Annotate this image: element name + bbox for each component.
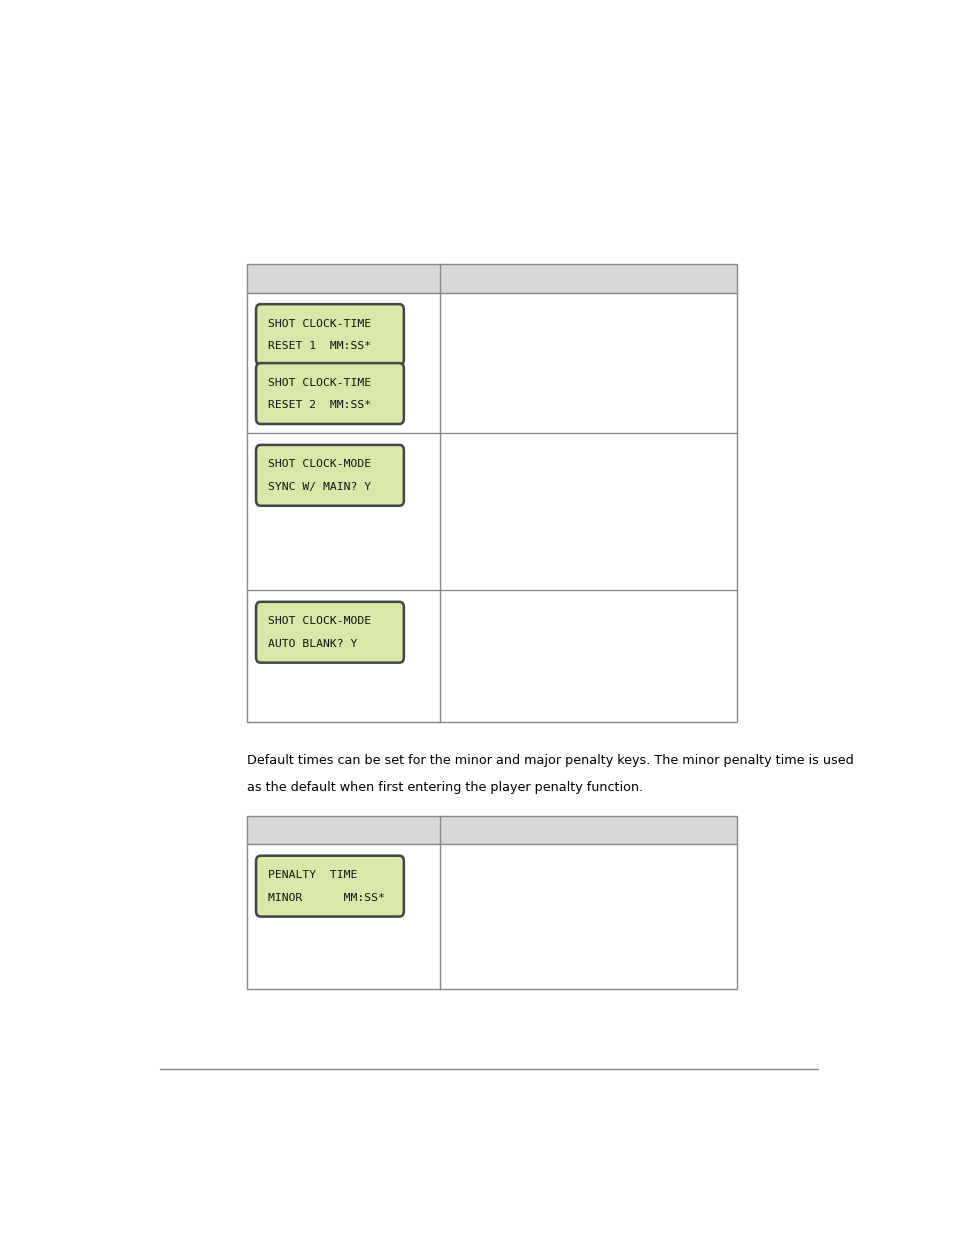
Bar	[247, 264, 736, 721]
Text: SHOT CLOCK-TIME: SHOT CLOCK-TIME	[268, 319, 371, 329]
Bar	[247, 590, 736, 721]
Text: AUTO BLANK? Y: AUTO BLANK? Y	[268, 638, 356, 648]
Text: SHOT CLOCK-TIME: SHOT CLOCK-TIME	[268, 378, 371, 388]
Bar	[247, 264, 439, 293]
Text: SYNC W/ MAIN? Y: SYNC W/ MAIN? Y	[268, 482, 371, 492]
Bar	[247, 293, 736, 433]
FancyBboxPatch shape	[255, 445, 403, 506]
Text: RESET 2  MM:SS*: RESET 2 MM:SS*	[268, 400, 371, 410]
FancyBboxPatch shape	[255, 856, 403, 916]
Text: as the default when first entering the player penalty function.: as the default when first entering the p…	[247, 781, 642, 794]
Text: MINOR      MM:SS*: MINOR MM:SS*	[268, 893, 384, 903]
Text: Default times can be set for the minor and major penalty keys. The minor penalty: Default times can be set for the minor a…	[247, 753, 853, 767]
Text: SHOT CLOCK-MODE: SHOT CLOCK-MODE	[268, 459, 371, 469]
Bar	[247, 816, 439, 845]
Bar	[439, 816, 736, 845]
Bar	[439, 264, 736, 293]
Text: SHOT CLOCK-MODE: SHOT CLOCK-MODE	[268, 616, 371, 626]
Bar	[247, 845, 736, 989]
FancyBboxPatch shape	[255, 601, 403, 663]
Text: RESET 1  MM:SS*: RESET 1 MM:SS*	[268, 341, 371, 351]
Bar	[247, 433, 736, 590]
Text: PENALTY  TIME: PENALTY TIME	[268, 871, 356, 881]
FancyBboxPatch shape	[255, 363, 403, 424]
Bar	[247, 816, 736, 989]
FancyBboxPatch shape	[255, 304, 403, 366]
